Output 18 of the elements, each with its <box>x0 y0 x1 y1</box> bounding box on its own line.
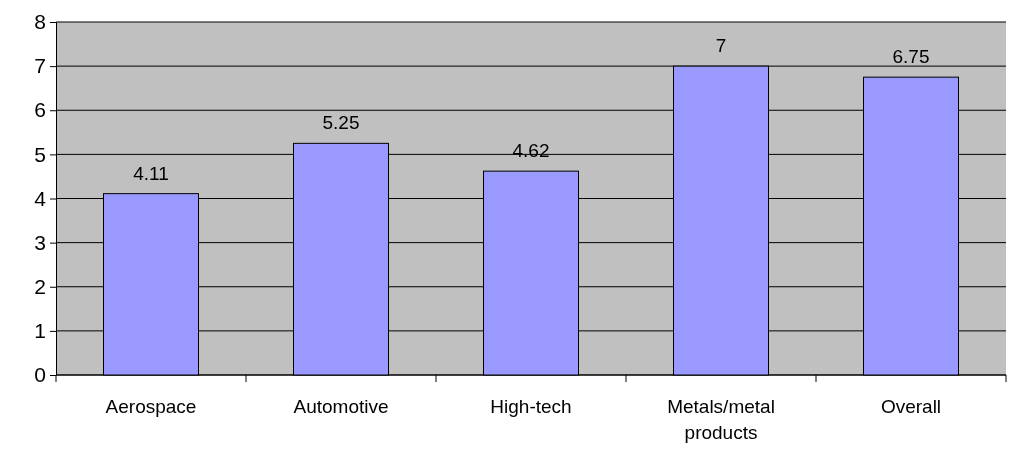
y-tick-label: 6 <box>34 98 46 122</box>
x-tick-label: Metals/metal products <box>667 396 775 443</box>
y-tick-label: 1 <box>34 319 46 343</box>
y-tick-label: 2 <box>34 274 46 298</box>
x-tick-label: Automotive <box>293 396 389 417</box>
y-tick-label: 0 <box>34 363 46 387</box>
data-label: 7 <box>715 35 727 57</box>
y-tick-label: 4 <box>34 186 47 210</box>
x-tick-label: Aerospace <box>105 396 197 417</box>
y-tick-label: 8 <box>34 10 46 34</box>
y-tick-label: 3 <box>34 230 46 254</box>
x-tick-label: High-tech <box>490 396 572 417</box>
y-tick-label: 5 <box>34 142 46 166</box>
x-tick-label: Overall <box>880 396 942 417</box>
y-tick-label: 7 <box>34 54 46 78</box>
data-label: 6.75 <box>892 46 930 68</box>
data-label: 5.25 <box>322 112 360 134</box>
data-label: 4.11 <box>133 162 169 184</box>
